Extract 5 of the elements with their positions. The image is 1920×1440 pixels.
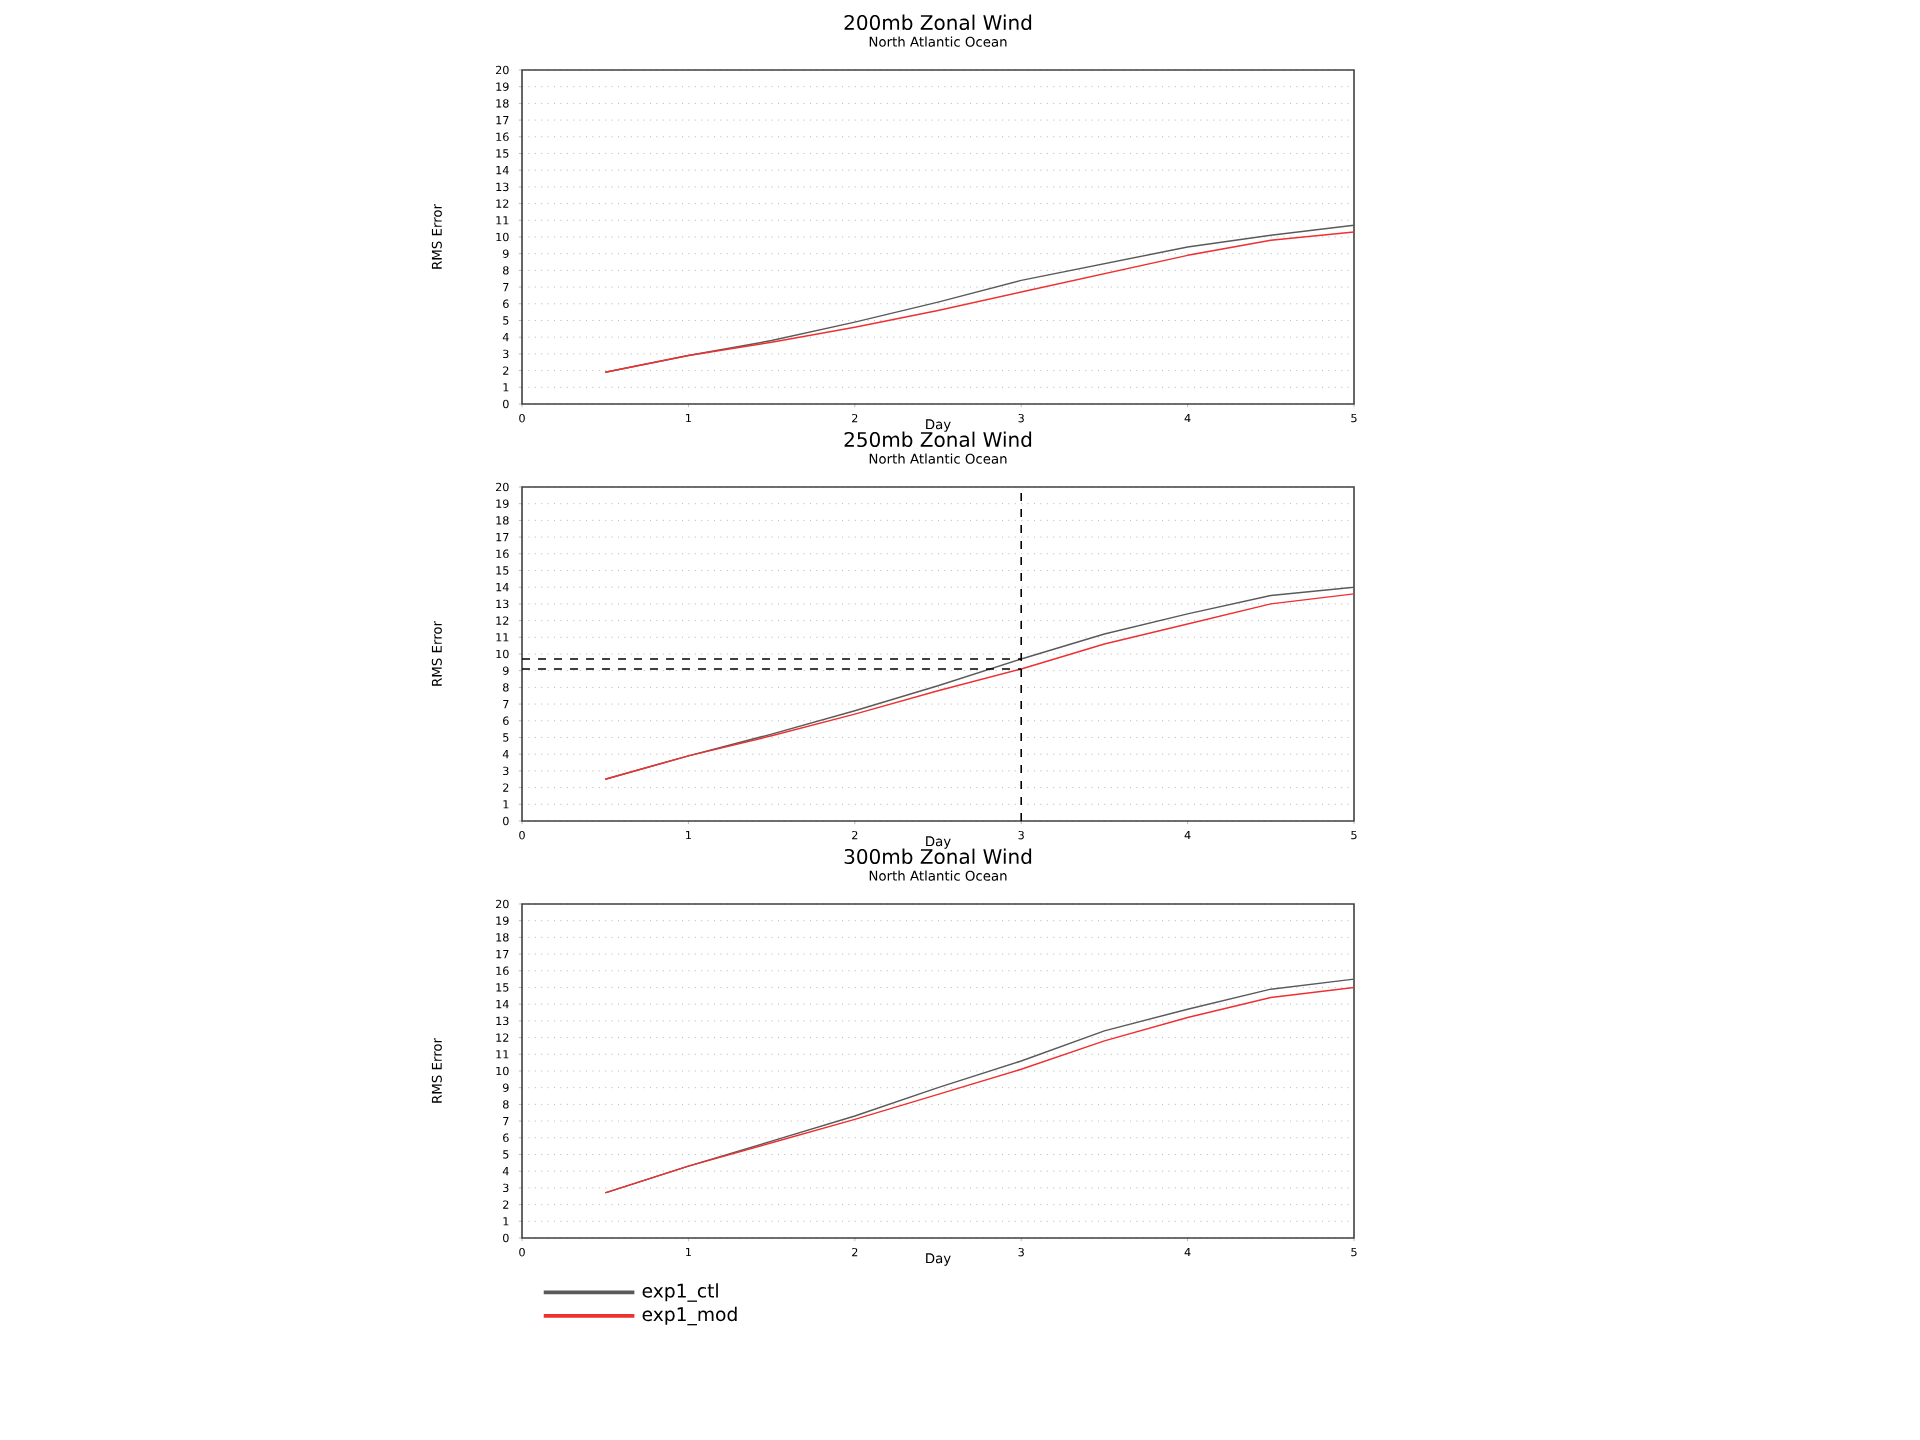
legend-label: exp1_ctl xyxy=(642,1283,718,1302)
chart-title: 250mb Zonal Wind xyxy=(844,431,1032,448)
legend-label: exp1_mod xyxy=(642,1306,737,1326)
chart-title: 200mb Zonal Wind xyxy=(844,14,1032,31)
chart-title: 300mb Zonal Wind xyxy=(844,848,1032,865)
